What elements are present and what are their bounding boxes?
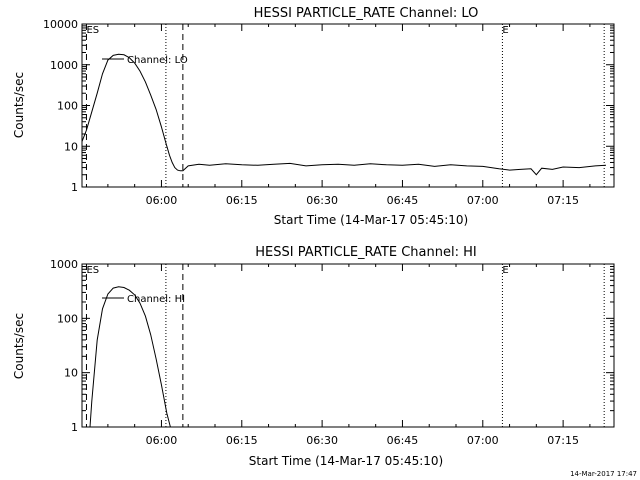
x-tick-label: 07:00 [467,434,499,447]
x-tick-label: 06:30 [306,194,338,207]
x-tick-label: 06:15 [226,194,258,207]
x-tick-label: 06:15 [226,434,258,447]
y-tick-label: 1000 [50,59,78,72]
x-tick-label: 06:00 [146,194,178,207]
panel-lo: HESSI PARTICLE_RATE Channel: LO 06:00 06:… [12,6,615,227]
legend-label-lo: Channel: LO [127,55,188,66]
plot-frame-hi [81,263,615,428]
y-tick-label: 10000 [43,18,78,31]
x-axis-label-lo: Start Time (14-Mar-17 05:45:10) [274,213,468,227]
x-tick-label: 07:15 [547,194,579,207]
y-tick-label: 100 [57,312,78,325]
y-tick-label: 1000 [50,258,78,271]
y-tick-label: 1 [71,181,78,194]
y-tick-label: 10 [64,367,78,380]
x-tick-label: 07:15 [547,434,579,447]
legend-hi: Channel: HI [102,294,185,305]
marker-label: ES [86,25,99,36]
chart-title-lo: HESSI PARTICLE_RATE Channel: LO [254,6,479,21]
legend-label-hi: Channel: HI [127,294,185,305]
y-axis-label-lo: Counts/sec [12,72,26,138]
x-axis-label-hi: Start Time (14-Mar-17 05:45:10) [249,454,443,468]
x-tick-label: 06:00 [146,434,178,447]
markers-lo: ES E [85,24,605,187]
plot-frame-lo [81,23,615,188]
x-tick-label: 07:00 [467,194,499,207]
series-hi [89,286,171,428]
markers-hi: ES E [85,264,605,427]
ticks-lo: 06:00 06:15 06:30 06:45 07:00 07:15 1 10 100 1000… [43,18,614,207]
marker-label: ES [86,265,99,276]
footer-timestamp: 14-Mar-2017 17:47 [570,470,637,478]
chart-title-hi: HESSI PARTICLE_RATE Channel: HI [255,245,476,260]
x-tick-label: 06:45 [387,194,419,207]
marker-label: E [502,265,508,276]
series-line [81,53,607,176]
panel-hi: HESSI PARTICLE_RATE Channel: HI 06:00 06:… [12,245,615,468]
y-tick-label: 1 [71,421,78,434]
x-tick-label: 06:45 [387,434,419,447]
marker-label: E [502,25,508,36]
x-tick-label: 06:30 [306,434,338,447]
series-line [89,286,171,428]
ticks-hi: 06:00 06:15 06:30 06:45 07:00 07:15 1 10 100 1000 [50,258,614,447]
y-tick-label: 10 [64,140,78,153]
series-lo [81,53,607,176]
y-tick-label: 100 [57,100,78,113]
legend-lo: Channel: LO [102,55,188,66]
y-axis-label-hi: Counts/sec [12,313,26,379]
